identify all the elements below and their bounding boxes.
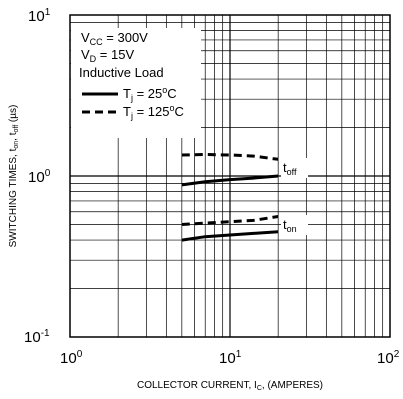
x-tick-100-base: 10 bbox=[377, 350, 394, 367]
y-axis-title-sub-off: off bbox=[13, 125, 20, 133]
plot-frame bbox=[69, 14, 391, 338]
toff-dashed-series-line bbox=[181, 152, 279, 161]
toff-label: toff bbox=[283, 160, 297, 177]
condition-vd-value: = 15V bbox=[96, 47, 134, 62]
condition-load: Inductive Load bbox=[79, 65, 164, 80]
legend-125c-sup: o bbox=[169, 103, 174, 113]
toff-solid-series-line bbox=[181, 174, 279, 187]
condition-vd: VD = 15V bbox=[81, 47, 134, 64]
ton-solid-series-line bbox=[181, 230, 279, 242]
legend-25c-end: C bbox=[167, 86, 176, 101]
y-axis-title-part-1: SWITCHING TIMES, t bbox=[8, 148, 19, 247]
x-tick-10-exp: 1 bbox=[236, 349, 242, 360]
x-axis-title-sub: C bbox=[257, 385, 262, 392]
y-axis-title: SWITCHING TIMES, ton, toff (µs) bbox=[8, 105, 20, 248]
legend-125c-main: T bbox=[123, 104, 131, 119]
x-axis-title-main: COLLECTOR CURRENT, I bbox=[137, 380, 257, 391]
x-tick-label-10: 101 bbox=[219, 349, 242, 367]
y-tick-label-1: 100 bbox=[28, 168, 51, 186]
x-tick-1-exp: 0 bbox=[77, 349, 83, 360]
legend-box bbox=[71, 28, 201, 138]
x-tick-label-100: 102 bbox=[377, 349, 400, 367]
legend-25c-sup: o bbox=[162, 85, 167, 95]
legend-25c-sub: j bbox=[130, 93, 133, 103]
ton-label: ton bbox=[283, 217, 297, 234]
legend-label-25c: Tj = 25oC bbox=[123, 85, 177, 103]
x-tick-10-base: 10 bbox=[219, 350, 236, 367]
legend-25c-value: = 25 bbox=[133, 86, 162, 101]
toff-label-sub: off bbox=[287, 167, 297, 177]
ton-label-main: t bbox=[283, 217, 287, 232]
legend-label-125c: Tj = 125oC bbox=[123, 103, 184, 121]
x-axis-title: COLLECTOR CURRENT, IC, (AMPERES) bbox=[137, 380, 323, 392]
y-tick-1-base: 10 bbox=[28, 169, 45, 186]
condition-load-text: Inductive Load bbox=[79, 65, 164, 80]
y-tick-0.1-exp: -1 bbox=[41, 328, 50, 339]
x-tick-100-exp: 2 bbox=[394, 349, 400, 360]
condition-vcc: VCC = 300V bbox=[81, 30, 148, 47]
x-axis-title-tail: , (AMPERES) bbox=[262, 380, 323, 391]
legend-125c-end: C bbox=[174, 104, 183, 119]
curves bbox=[181, 152, 279, 242]
ton-label-bg bbox=[281, 215, 308, 235]
y-tick-1-exp: 0 bbox=[45, 168, 51, 179]
y-tick-10-exp: 1 bbox=[45, 7, 51, 18]
y-axis-title-part-3: (µs) bbox=[8, 105, 19, 125]
condition-vd-main: V bbox=[81, 47, 90, 62]
legend-125c-value: = 125 bbox=[133, 104, 170, 119]
grid bbox=[70, 15, 390, 337]
x-tick-1-base: 10 bbox=[60, 350, 77, 367]
y-tick-label-0.1: 10-1 bbox=[24, 328, 50, 346]
y-tick-10-base: 10 bbox=[28, 8, 45, 25]
condition-vd-sub: D bbox=[90, 54, 97, 64]
condition-vcc-value: = 300V bbox=[103, 30, 149, 45]
toff-label-main: t bbox=[283, 160, 287, 175]
condition-vcc-main: V bbox=[81, 30, 90, 45]
y-tick-label-10: 101 bbox=[28, 7, 51, 25]
ton-dashed-series-line bbox=[181, 215, 279, 226]
y-axis-title-part-2: , t bbox=[8, 132, 19, 141]
legend-25c-main: T bbox=[123, 86, 131, 101]
x-tick-label-1: 100 bbox=[60, 349, 83, 367]
ton-label-sub: on bbox=[287, 224, 297, 234]
toff-label-bg bbox=[281, 158, 308, 178]
y-axis-title-sub-on: on bbox=[13, 141, 20, 149]
condition-vcc-sub: CC bbox=[90, 37, 103, 47]
legend-125c-sub: j bbox=[130, 111, 133, 121]
y-tick-0.1-base: 10 bbox=[24, 329, 41, 346]
